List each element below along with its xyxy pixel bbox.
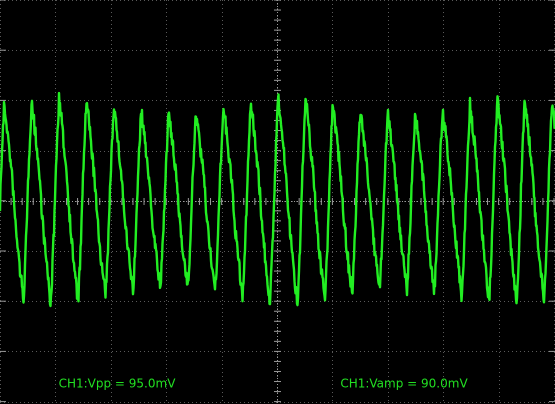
waveform bbox=[0, 91, 555, 308]
measurement: CH1:Vamp = 90.0mV bbox=[340, 377, 468, 391]
measurement: CH1:Vpp = 95.0mV bbox=[59, 377, 177, 391]
